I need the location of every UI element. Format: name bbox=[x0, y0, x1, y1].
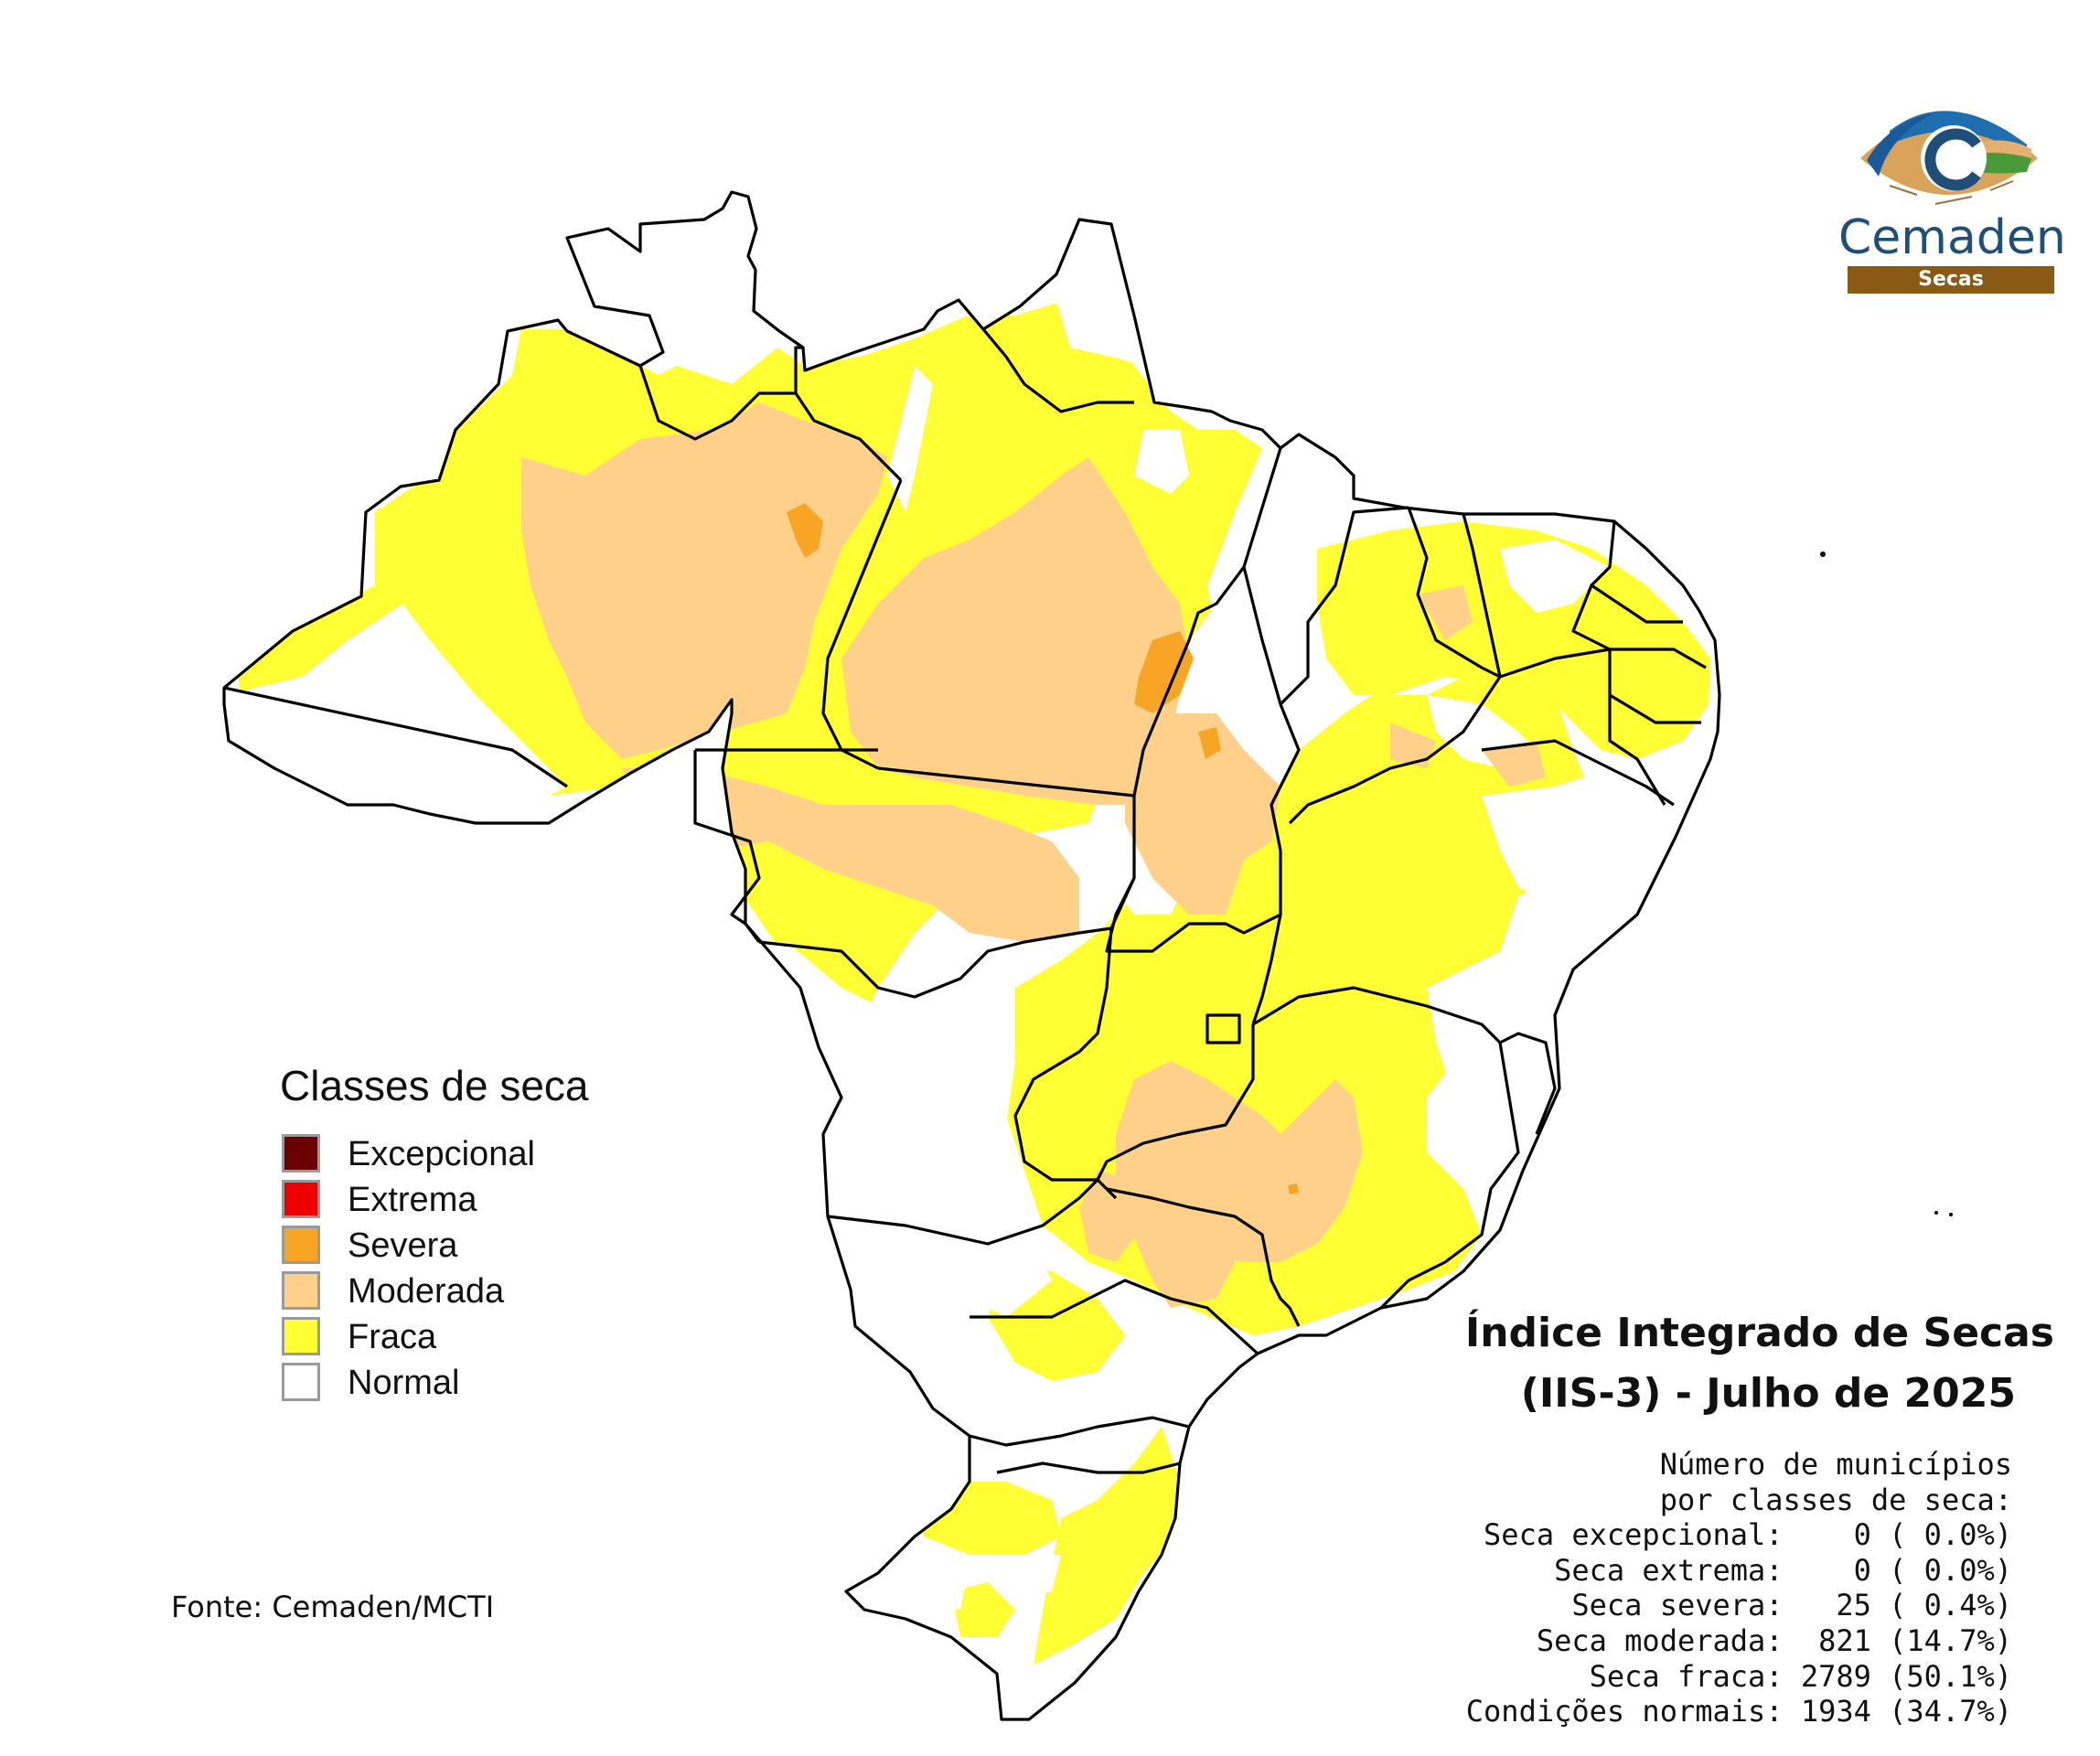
stats-label: Seca excepcional: bbox=[1484, 1517, 1784, 1553]
legend-item-fraca: Fraca bbox=[282, 1317, 648, 1357]
legend-label: Moderada bbox=[348, 1272, 505, 1311]
stats-label: Seca fraca: bbox=[1589, 1658, 1784, 1694]
eye-logo-icon bbox=[1860, 111, 2038, 205]
stats-row: Seca extrema: 0 ( 0.0%) bbox=[1098, 1553, 2012, 1589]
stats-header-1: Número de municípios bbox=[1659, 1447, 2012, 1482]
stats-label: Seca moderada: bbox=[1536, 1622, 1784, 1658]
legend-swatch bbox=[282, 1226, 320, 1264]
legend-item-excepcional: Excepcional bbox=[282, 1134, 648, 1174]
stats-pct: ( 0.0%) bbox=[1889, 1552, 2012, 1588]
stats-row: Seca excepcional: 0 ( 0.0%) bbox=[1098, 1517, 2012, 1553]
title-line-2: (IIS-3) - Julho de 2025 bbox=[1520, 1370, 2016, 1417]
stats-label: Seca severa: bbox=[1571, 1588, 1784, 1623]
legend-swatch bbox=[282, 1363, 320, 1401]
stats-row: Seca severa: 25 ( 0.4%) bbox=[1098, 1588, 2012, 1623]
moderada-areas bbox=[521, 402, 1546, 1308]
legend-swatch bbox=[282, 1134, 320, 1172]
legend-item-extrema: Extrema bbox=[282, 1180, 648, 1220]
logo-subtitle: Secas bbox=[1848, 266, 2054, 294]
stats-count: 25 bbox=[1783, 1588, 1871, 1623]
source-credit: Fonte: Cemaden/MCTI bbox=[171, 1590, 495, 1624]
island-dot bbox=[1934, 1211, 1938, 1215]
island-dot bbox=[1949, 1213, 1953, 1216]
title-line-1: Índice Integrado de Secas bbox=[1464, 1310, 2054, 1356]
cemaden-logo: Cemaden Secas bbox=[1838, 87, 2066, 297]
legend-swatch bbox=[282, 1271, 320, 1310]
stats-label: Seca extrema: bbox=[1554, 1552, 1784, 1588]
stats-pct: (34.7%) bbox=[1889, 1694, 2012, 1729]
severa-areas bbox=[787, 503, 1299, 1194]
normal-areas bbox=[224, 220, 1646, 1610]
state-borders bbox=[222, 190, 1721, 1721]
legend-label: Fraca bbox=[348, 1318, 437, 1356]
legend-label: Extrema bbox=[348, 1181, 477, 1219]
legend-item-severa: Severa bbox=[282, 1226, 648, 1266]
legend-title: Classes de seca bbox=[280, 1062, 589, 1109]
legend: Classes de seca Excepcional Extrema Seve… bbox=[274, 1061, 659, 1427]
stats-pct: ( 0.4%) bbox=[1889, 1588, 2012, 1623]
legend-swatch bbox=[282, 1317, 320, 1355]
stats-pct: (14.7%) bbox=[1889, 1622, 2012, 1658]
legend-label: Severa bbox=[348, 1226, 458, 1265]
legend-label: Normal bbox=[348, 1364, 460, 1402]
stats-count: 1934 bbox=[1783, 1694, 1871, 1729]
municipality-stats: Número de municípios por classes de seca… bbox=[1098, 1447, 2012, 1729]
stats-count: 0 bbox=[1783, 1517, 1871, 1553]
stats-row: Seca fraca: 2789 (50.1%) bbox=[1098, 1659, 2012, 1695]
legend-item-moderada: Moderada bbox=[282, 1271, 648, 1312]
stats-pct: ( 0.0%) bbox=[1889, 1517, 2012, 1553]
island-dot bbox=[1820, 551, 1826, 557]
legend-swatch bbox=[282, 1180, 320, 1218]
legend-item-normal: Normal bbox=[282, 1363, 648, 1403]
legend-label: Excepcional bbox=[348, 1135, 535, 1173]
stats-header-2: por classes de seca: bbox=[1659, 1482, 2012, 1517]
stats-label: Condições normais: bbox=[1465, 1694, 1784, 1729]
stats-row: Seca moderada: 821 (14.7%) bbox=[1098, 1623, 2012, 1659]
stats-pct: (50.1%) bbox=[1889, 1658, 2012, 1694]
logo-name: Cemaden bbox=[1838, 210, 2066, 265]
stats-count: 821 bbox=[1783, 1622, 1871, 1658]
stats-row: Condições normais: 1934 (34.7%) bbox=[1098, 1694, 2012, 1729]
map-title: Índice Integrado de Secas (IIS-3) - Julh… bbox=[1231, 1303, 2054, 1424]
stats-count: 0 bbox=[1783, 1552, 1871, 1588]
stats-count: 2789 bbox=[1783, 1658, 1871, 1694]
